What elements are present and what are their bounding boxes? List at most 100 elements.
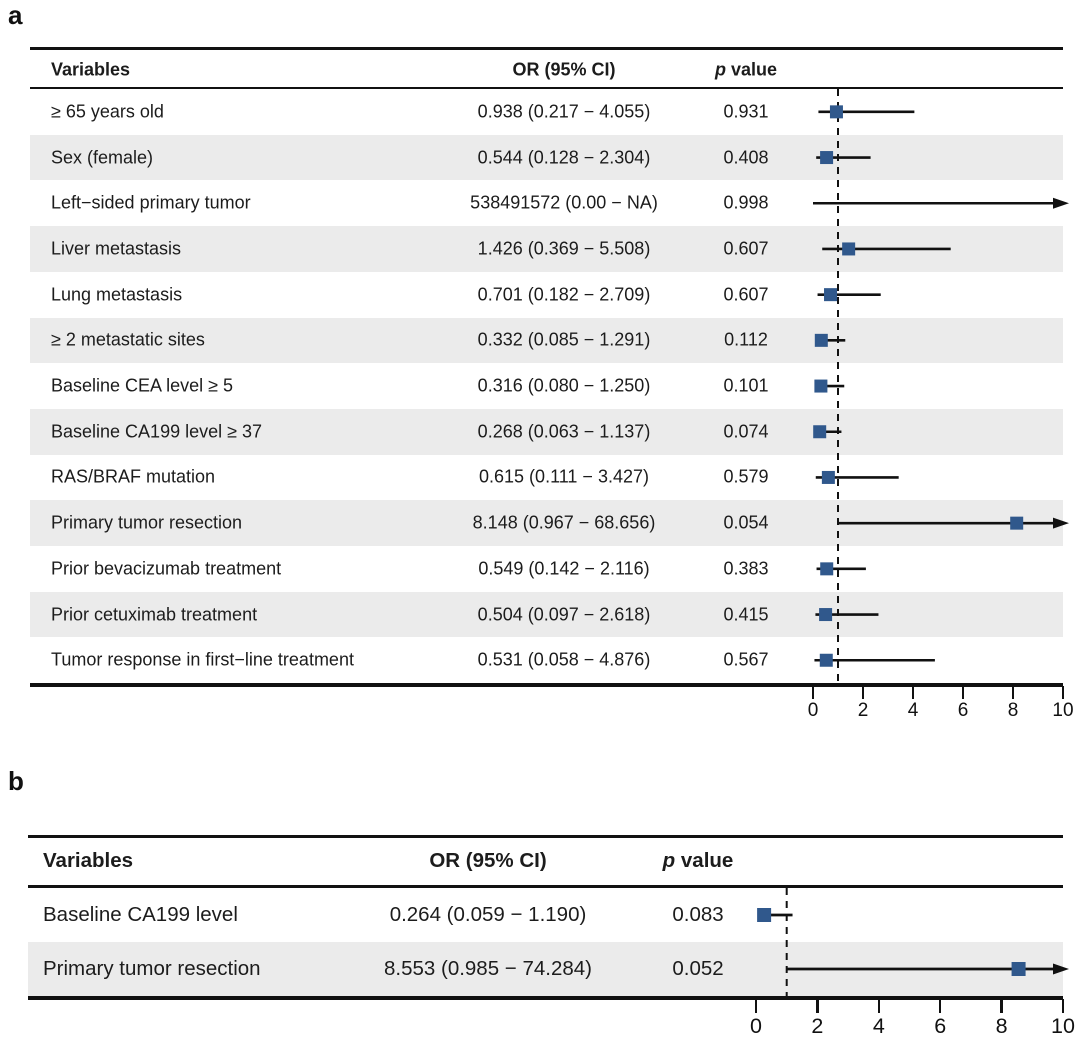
- or-ci-cell: 0.938 (0.217 − 4.055): [477, 101, 651, 122]
- or-ci-cell: 0.504 (0.097 − 2.618): [477, 604, 651, 625]
- variable-cell: Lung metastasis: [51, 284, 183, 305]
- table-row: Left−sided primary tumor 538491572 (0.00 …: [30, 180, 1063, 226]
- p-value-cell: 0.607: [723, 238, 769, 259]
- p-value-cell: 0.931: [723, 101, 769, 122]
- or-ci-cell: 0.264 (0.059 − 1.190): [389, 903, 587, 926]
- or-ci-cell: 8.553 (0.985 − 74.284): [383, 957, 593, 980]
- table-row: Primary tumor resection 8.148 (0.967 − 68…: [30, 500, 1063, 546]
- x-axis-tick-label: 8: [995, 1013, 1008, 1038]
- panel-b-label: b: [8, 766, 24, 796]
- p-value-cell: 0.579: [723, 466, 769, 487]
- variable-cell: Liver metastasis: [51, 238, 182, 259]
- table-row: ≥ 65 years old 0.938 (0.217 − 4.055) 0.931: [30, 89, 1063, 135]
- p-value-cell: 0.383: [723, 558, 769, 579]
- column-header-p-value: p value: [714, 59, 778, 80]
- variable-cell: Primary tumor resection: [51, 512, 243, 533]
- x-axis-tick: [1061, 685, 1065, 699]
- x-axis-tick: [861, 685, 865, 699]
- x-axis-tick: [811, 685, 815, 699]
- p-value-cell: 0.408: [723, 147, 769, 168]
- table-bottom-rule-axis: [28, 996, 1063, 1000]
- p-value-cell: 0.101: [723, 375, 769, 396]
- or-ci-cell: 0.268 (0.063 − 1.137): [477, 421, 651, 442]
- variable-cell: Baseline CEA level ≥ 5: [51, 375, 233, 396]
- p-value-cell: 0.415: [723, 604, 769, 625]
- table-row: Lung metastasis 0.701 (0.182 − 2.709) 0.60…: [30, 272, 1063, 318]
- x-axis-tick-label: 6: [957, 699, 969, 721]
- table-row: Baseline CA199 level 0.264 (0.059 − 1.190…: [28, 888, 1063, 942]
- x-axis-tick: [1061, 998, 1065, 1013]
- x-axis-tick: [938, 998, 942, 1013]
- variable-cell: Tumor response in first−line treatment: [51, 649, 354, 670]
- p-value-cell: 0.054: [723, 512, 769, 533]
- x-axis-tick: [1011, 685, 1015, 699]
- table-bottom-rule-axis: [30, 683, 1063, 687]
- table-row: Liver metastasis 1.426 (0.369 − 5.508) 0.6…: [30, 226, 1063, 272]
- x-axis-tick-label: 10: [1052, 699, 1074, 721]
- or-ci-cell: 0.531 (0.058 − 4.876): [477, 649, 651, 670]
- x-axis-tick-label: 6: [934, 1013, 947, 1038]
- variable-cell: ≥ 65 years old: [51, 101, 164, 122]
- p-value-cell: 0.083: [672, 903, 724, 926]
- table-row: RAS/BRAF mutation 0.615 (0.111 − 3.427) 0.…: [30, 455, 1063, 501]
- x-axis-tick-label: 4: [907, 699, 919, 721]
- table-top-rule: [28, 834, 1063, 838]
- x-axis-tick-label: 4: [872, 1013, 885, 1038]
- table-row: Tumor response in first−line treatment 0.…: [30, 637, 1063, 683]
- table-row: ≥ 2 metastatic sites 0.332 (0.085 − 1.291…: [30, 317, 1063, 364]
- table-row: Prior cetuximab treatment 0.504 (0.097 − …: [30, 591, 1063, 638]
- table-row: Baseline CEA level ≥ 5 0.316 (0.080 − 1.2…: [30, 363, 1063, 409]
- variable-cell: Primary tumor resection: [43, 957, 261, 980]
- or-ci-cell: 0.544 (0.128 − 2.304): [477, 147, 651, 168]
- table-row: Baseline CA199 level ≥ 37 0.268 (0.063 − …: [30, 408, 1063, 455]
- or-ci-cell: 0.549 (0.142 − 2.116): [478, 558, 650, 579]
- x-axis-tick: [877, 998, 881, 1013]
- x-axis-tick-label: 0: [807, 699, 819, 721]
- column-header-or-ci: OR (95% CI): [429, 849, 547, 872]
- p-value-cell: 0.998: [723, 192, 769, 213]
- x-axis-tick: [961, 685, 965, 699]
- or-ci-cell: 538491572 (0.00 − NA): [470, 192, 658, 213]
- panel-a-label: a: [8, 0, 23, 30]
- x-axis-tick-label: 0: [750, 1013, 762, 1038]
- column-header-variables: Variables: [51, 59, 131, 80]
- x-axis-tick: [816, 998, 819, 1013]
- table-row: Prior bevacizumab treatment 0.549 (0.142 …: [30, 546, 1063, 592]
- variable-cell: Sex (female): [51, 147, 154, 168]
- or-ci-cell: 0.332 (0.085 − 1.291): [477, 329, 651, 350]
- table-row: Primary tumor resection 8.553 (0.985 − 74…: [28, 942, 1063, 996]
- variable-cell: ≥ 2 metastatic sites: [51, 329, 205, 350]
- column-header-or-ci: OR (95% CI): [512, 59, 616, 80]
- or-ci-cell: 0.615 (0.111 − 3.427): [479, 466, 649, 487]
- table-top-rule: [30, 46, 1063, 50]
- p-value-cell: 0.607: [723, 284, 769, 305]
- x-axis-tick: [1000, 998, 1003, 1013]
- p-value-cell: 0.052: [672, 957, 724, 980]
- table-row: Sex (female) 0.544 (0.128 − 2.304) 0.408: [30, 134, 1063, 181]
- x-axis-tick-label: 2: [811, 1013, 824, 1038]
- x-axis-tick-label: 2: [857, 699, 869, 721]
- or-ci-cell: 1.426 (0.369 − 5.508): [477, 238, 651, 259]
- variable-cell: RAS/BRAF mutation: [51, 466, 216, 487]
- variable-cell: Baseline CA199 level ≥ 37: [51, 421, 263, 442]
- p-value-cell: 0.567: [723, 649, 769, 670]
- p-value-cell: 0.112: [724, 329, 768, 350]
- p-italic: p: [714, 59, 726, 80]
- variable-cell: Baseline CA199 level: [43, 903, 238, 926]
- variable-cell: Left−sided primary tumor: [51, 192, 251, 213]
- column-header-p-value: p value: [662, 849, 734, 872]
- p-value-cell: 0.074: [723, 421, 769, 442]
- x-axis-tick-label: 8: [1007, 699, 1019, 721]
- x-axis-tick: [754, 998, 758, 1013]
- variable-cell: Prior bevacizumab treatment: [51, 558, 282, 579]
- header-rule: [30, 86, 1063, 89]
- variable-cell: Prior cetuximab treatment: [51, 604, 258, 625]
- p-italic: p: [662, 849, 676, 872]
- or-ci-cell: 0.701 (0.182 − 2.709): [477, 284, 651, 305]
- or-ci-cell: 8.148 (0.967 − 68.656): [472, 512, 656, 533]
- x-axis-tick-label: 10: [1051, 1013, 1075, 1038]
- header-rule: [28, 885, 1063, 888]
- column-header-variables: Variables: [43, 849, 134, 872]
- or-ci-cell: 0.316 (0.080 − 1.250): [477, 375, 651, 396]
